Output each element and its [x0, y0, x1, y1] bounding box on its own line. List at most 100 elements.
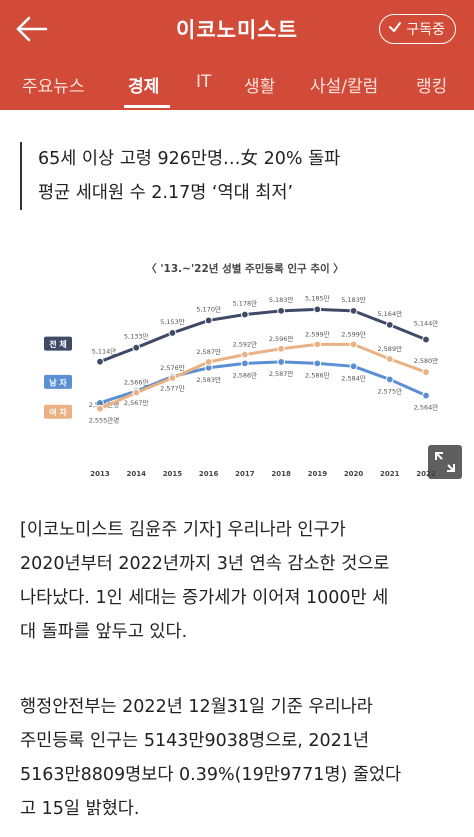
legend-tag [44, 374, 72, 389]
tab-ranking[interactable]: 랭킹 [416, 77, 448, 97]
data-point [96, 357, 104, 366]
tab-it[interactable]: IT [196, 72, 212, 92]
legend-label: 여 자 [49, 407, 67, 417]
subscribe-label: 구독중 [406, 22, 445, 38]
data-label: 5,185만 [305, 293, 330, 302]
data-point [168, 374, 177, 382]
data-point [385, 375, 394, 384]
active-tab-indicator [124, 105, 170, 108]
article-paragraph-2: 행정안전부는 2022년 12월31일 기준 우리나라 주민등록 인구는 514… [20, 690, 460, 826]
data-label: 2,576만 [160, 363, 185, 372]
paragraph-line: 5163만8809명보다 0.39%(19만9771명) 줄었다 [20, 765, 402, 785]
x-tick-label: 2021 [380, 470, 400, 478]
x-tick-label: 2014 [126, 470, 146, 478]
data-label: 5,153만 [160, 317, 185, 326]
population-chart[interactable]: 〈 '13.~'22년 성별 주민등록 인구 추이 〉 5,114만 5,133만 5… [30, 250, 460, 480]
data-label: 5,133만 [124, 332, 149, 341]
data-label: 2,583만 [196, 375, 221, 384]
data-point [313, 305, 322, 314]
data-point [277, 358, 286, 366]
data-label: 2,587만 [269, 369, 294, 378]
data-point [204, 358, 213, 366]
data-label: 2,586만 [305, 370, 330, 379]
article-paragraph-1: [이코노미스트 김윤주 기자] 우리나라 인구가 2020년부터 2022년까지… [20, 513, 460, 649]
data-point [132, 343, 141, 352]
chart-title: 〈 '13.~'22년 성별 주민등록 인구 추이 〉 [146, 262, 344, 275]
data-point [240, 310, 249, 319]
x-tick-label: 2018 [271, 470, 291, 478]
expand-image-icon[interactable] [428, 445, 462, 479]
legend-label: 전 체 [49, 339, 67, 349]
data-point [132, 388, 141, 397]
data-point [422, 368, 430, 377]
tab-life[interactable]: 생활 [244, 77, 276, 97]
data-label: 2,564만 [414, 403, 439, 412]
x-tick-label: 2020 [344, 470, 364, 478]
x-tick-label: 2019 [308, 470, 328, 478]
data-point [240, 350, 249, 359]
paragraph-line: 대 돌파를 앞두고 있다. [20, 622, 188, 642]
data-point [422, 391, 430, 400]
data-label: 2,580만 [414, 356, 439, 365]
legend-tag [44, 404, 72, 419]
data-point [422, 335, 430, 344]
data-label: 5,178만 [233, 299, 258, 308]
back-arrow-icon[interactable] [14, 12, 50, 46]
article-headline: 65세 이상 고령 926만명…女 20% 돌파 평균 세대원 수 2.17명 … [20, 142, 460, 210]
x-tick-label: 2013 [90, 470, 110, 478]
data-point [349, 306, 358, 315]
data-label: 5,183만 [341, 295, 366, 304]
data-label: 2,589만 [377, 344, 402, 353]
check-icon [388, 20, 402, 38]
data-label: 2,599만 [341, 329, 366, 338]
data-point [240, 359, 249, 368]
data-point [385, 355, 394, 363]
paragraph-line: 나타났다. 1인 세대는 증가세가 이어져 1000만 세 [20, 588, 389, 608]
data-label: 2,559만명 [89, 400, 120, 409]
tab-editorial[interactable]: 사설/칼럼 [310, 77, 379, 97]
paragraph-line: [이코노미스트 김윤주 기자] 우리나라 인구가 [20, 520, 346, 540]
data-label: 2,587만 [196, 347, 221, 356]
data-point [349, 340, 358, 349]
data-label: 2,555만명 [89, 416, 120, 425]
x-tick-label: 2016 [199, 470, 219, 478]
series-line [99, 342, 427, 411]
data-label: 5,144만 [414, 319, 439, 328]
data-label: 2,596만 [269, 334, 294, 343]
app-title: 이코노미스트 [176, 18, 298, 42]
data-point [277, 306, 286, 315]
data-point [313, 340, 322, 349]
tab-economy[interactable]: 경제 [128, 77, 160, 97]
x-tick-label: 2017 [235, 470, 255, 478]
data-label: 5,183만 [269, 295, 294, 304]
tab-main-news[interactable]: 주요뉴스 [22, 77, 85, 97]
category-nav: 주요뉴스 경제 IT 생활 사설/칼럼 랭킹 [0, 58, 474, 110]
population-chart-svg: 〈 '13.~'22년 성별 주민등록 인구 추이 〉 5,114만 5,133만 5… [44, 262, 439, 478]
data-point [168, 329, 177, 337]
paragraph-line: 주민등록 인구는 5143만9038명으로, 2021년 [20, 731, 370, 751]
series-line [99, 360, 427, 405]
data-label: 2,577만 [160, 384, 185, 393]
data-point [204, 316, 213, 325]
data-point [349, 362, 358, 371]
legend-tag [44, 336, 72, 351]
paragraph-line: 고 15일 밝혔다. [20, 799, 140, 819]
data-label: 2,599만 [305, 329, 330, 338]
data-point [313, 359, 322, 368]
data-point [277, 344, 286, 353]
data-point [96, 404, 104, 413]
paragraph-line: 행정안전부는 2022년 12월31일 기준 우리나라 [20, 697, 373, 717]
x-tick-label: 2015 [163, 470, 183, 478]
legend-label: 남 자 [49, 377, 67, 387]
app-header: 이코노미스트 구독중 [0, 0, 474, 58]
paragraph-line: 2020년부터 2022년까지 3년 연속 감소한 것으로 [20, 554, 390, 574]
data-label: 2,586만 [233, 370, 258, 379]
data-label: 5,164만 [377, 309, 402, 318]
series-line [99, 307, 427, 364]
data-point [385, 320, 394, 329]
data-label: 2,566만 [124, 378, 149, 387]
data-label: 5,114만 [92, 347, 117, 356]
x-tick-label: 2022 [416, 470, 436, 478]
subscribe-button[interactable]: 구독중 [379, 14, 456, 44]
data-label: 2,592만 [233, 340, 258, 349]
